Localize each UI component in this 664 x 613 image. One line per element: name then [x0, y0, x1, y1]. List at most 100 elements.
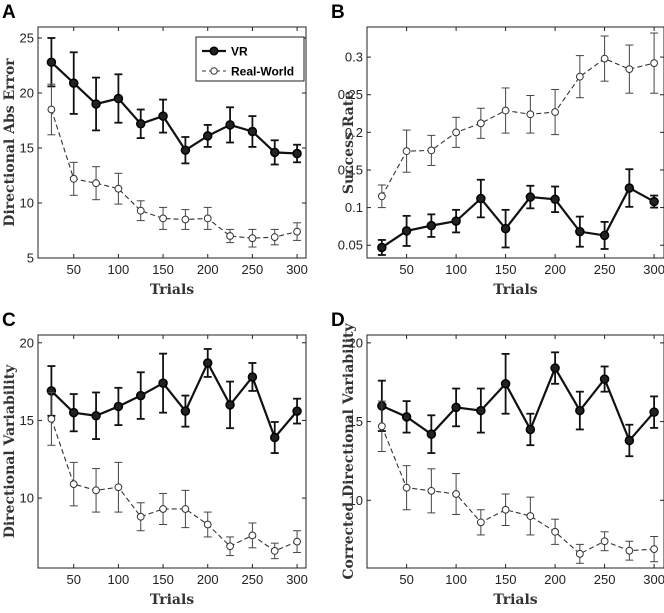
x-axis-title: Trials	[493, 592, 537, 608]
data-point	[69, 174, 78, 183]
series-vr	[377, 168, 659, 256]
panel-a: A 50 100 150 200 250 300 5 10 15 20 25 Trials Directi…	[2, 2, 308, 298]
data-point	[427, 486, 436, 495]
data-point	[46, 57, 57, 67]
panel-letter: C	[2, 310, 16, 331]
x-tick-label: 250	[594, 572, 616, 587]
data-point	[476, 518, 485, 527]
data-point	[226, 232, 234, 240]
data-point	[226, 542, 234, 551]
x-tick-label: 50	[399, 262, 413, 277]
data-point	[158, 378, 168, 388]
series-line	[381, 365, 655, 443]
x-tick-label: 150	[152, 262, 174, 277]
series-real-world	[47, 83, 302, 248]
y-tick-label: 15	[20, 141, 34, 156]
x-axis-title: Trials	[150, 592, 194, 608]
data-point	[292, 148, 302, 159]
data-point	[136, 206, 145, 215]
panel-d: D 50 100 150 200 250 300 10 15 20 Trials Corrected …	[331, 310, 664, 608]
data-point	[526, 110, 535, 119]
data-point	[269, 432, 280, 443]
panel-b: B 50 100 150 200 250 300 0.05 0.1 0.15 0.2 0.25 0.3 T…	[331, 2, 664, 298]
data-point	[181, 505, 190, 513]
data-point	[292, 406, 302, 416]
series-line	[381, 186, 655, 249]
data-point	[426, 220, 437, 231]
y-tick-label: 0.25	[338, 87, 363, 102]
data-point	[203, 214, 212, 223]
y-tick-label: 10	[349, 493, 363, 508]
panel-c: C 50 100 150 200 250 300 10 15 20 Trials Directiona…	[2, 310, 308, 608]
series-line	[50, 418, 298, 552]
data-point	[650, 545, 658, 554]
series-vr	[377, 351, 659, 458]
data-point	[451, 402, 461, 413]
y-tick-label: 10	[20, 196, 34, 211]
data-point	[181, 215, 190, 224]
data-point	[159, 214, 167, 223]
data-point	[500, 223, 511, 234]
data-point	[551, 527, 559, 536]
y-tick-label: 0.1	[345, 200, 363, 215]
data-point	[575, 226, 585, 237]
data-point	[649, 407, 659, 417]
data-point	[526, 512, 535, 520]
legend-label: Real-World	[231, 65, 294, 79]
x-tick-label: 200	[544, 572, 566, 587]
data-point	[452, 128, 461, 137]
data-point	[426, 429, 437, 439]
data-point	[476, 193, 486, 204]
data-point	[247, 126, 258, 137]
y-tick-label: 0.2	[345, 125, 363, 140]
data-point	[114, 184, 123, 193]
x-tick-label: 200	[197, 262, 219, 277]
axes-frame	[37, 334, 307, 569]
panel-letter: A	[2, 2, 16, 23]
y-tick-label: 20	[349, 335, 363, 350]
y-tick-label: 0.3	[345, 50, 363, 65]
data-point	[159, 505, 167, 513]
data-point	[401, 226, 412, 236]
legend-marker	[210, 67, 218, 75]
data-point	[92, 486, 100, 495]
data-point	[377, 192, 386, 201]
data-point	[650, 59, 658, 68]
y-tick-label: 20	[20, 335, 34, 350]
data-point	[501, 505, 510, 514]
data-point	[113, 401, 124, 412]
data-point	[600, 537, 609, 546]
series-real-world	[47, 391, 302, 560]
data-point	[599, 230, 610, 241]
y-tick-label: 0.15	[338, 162, 363, 177]
x-tick-label: 50	[66, 572, 80, 587]
data-point	[550, 194, 560, 205]
data-point	[202, 358, 213, 368]
series-line	[50, 61, 298, 155]
data-point	[202, 131, 213, 141]
panel-letter: B	[331, 2, 345, 23]
data-point	[225, 400, 235, 410]
data-point	[402, 483, 411, 492]
series-real-world	[377, 32, 659, 209]
data-point	[158, 111, 168, 121]
x-axis-title: Trials	[150, 282, 194, 298]
axes-frame	[366, 334, 664, 569]
data-point	[599, 374, 610, 384]
data-point	[427, 146, 436, 155]
data-point	[476, 119, 485, 128]
y-tick-label: 0.05	[338, 238, 363, 253]
data-point	[476, 405, 486, 416]
data-point	[525, 192, 536, 202]
series-line	[381, 426, 655, 555]
data-point	[625, 546, 634, 555]
y-tick-label: 5	[27, 251, 34, 266]
data-point	[68, 407, 79, 418]
panel-letter: D	[331, 310, 345, 331]
x-tick-label: 150	[495, 572, 517, 587]
data-point	[550, 363, 560, 373]
x-tick-label: 300	[643, 262, 664, 277]
data-point	[575, 72, 584, 81]
data-point	[91, 411, 101, 421]
